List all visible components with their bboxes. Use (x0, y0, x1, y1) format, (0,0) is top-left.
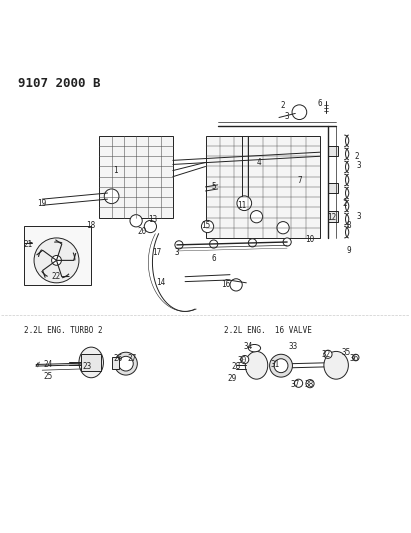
Circle shape (248, 239, 256, 247)
Text: 2: 2 (342, 199, 346, 208)
Text: 2.2L ENG.  16 VALVE: 2.2L ENG. 16 VALVE (224, 326, 312, 335)
Circle shape (201, 220, 214, 232)
Text: 29: 29 (227, 374, 237, 383)
Text: 27: 27 (127, 354, 136, 363)
Text: 21: 21 (23, 239, 32, 248)
Text: 3: 3 (356, 212, 361, 221)
Text: 26: 26 (113, 354, 122, 363)
Text: 28: 28 (231, 362, 241, 371)
Bar (206, 136, 320, 238)
Text: 5: 5 (211, 182, 216, 191)
Bar (81, 354, 102, 370)
Bar (112, 357, 119, 369)
Text: 7: 7 (297, 176, 302, 185)
Circle shape (250, 211, 263, 223)
Circle shape (292, 105, 307, 119)
Text: 24: 24 (44, 360, 53, 369)
Bar (24, 225, 91, 285)
Ellipse shape (324, 351, 349, 379)
Text: 33: 33 (289, 342, 298, 351)
Text: 13: 13 (148, 215, 157, 224)
Circle shape (237, 196, 252, 211)
Circle shape (240, 356, 249, 364)
Text: 9107 2000 B: 9107 2000 B (18, 77, 100, 90)
Bar (328, 183, 338, 193)
Bar (99, 136, 173, 217)
Ellipse shape (245, 351, 268, 379)
Text: 23: 23 (83, 362, 92, 371)
Circle shape (175, 241, 183, 249)
Circle shape (277, 222, 289, 234)
Text: 15: 15 (201, 221, 210, 230)
Ellipse shape (248, 344, 261, 352)
Text: 9: 9 (346, 246, 351, 255)
Text: 3: 3 (175, 248, 179, 257)
Text: 19: 19 (37, 199, 47, 208)
Text: 6: 6 (317, 99, 322, 108)
Circle shape (324, 350, 332, 358)
Text: 17: 17 (152, 248, 161, 257)
Text: 20: 20 (138, 227, 147, 236)
Text: 10: 10 (305, 236, 314, 245)
Text: 6: 6 (211, 254, 216, 263)
Text: 36: 36 (350, 354, 359, 363)
Text: 38: 38 (305, 381, 314, 390)
Text: 2: 2 (281, 101, 285, 110)
Text: 22: 22 (52, 272, 61, 281)
Circle shape (270, 354, 293, 377)
Text: 2: 2 (354, 152, 359, 161)
Text: 35: 35 (342, 348, 351, 357)
Circle shape (34, 238, 79, 283)
Text: 18: 18 (87, 221, 96, 230)
Text: 37: 37 (291, 381, 300, 390)
Circle shape (118, 356, 133, 371)
Text: 30: 30 (238, 356, 247, 365)
Text: 4: 4 (256, 158, 261, 167)
Text: 16: 16 (221, 280, 231, 289)
Text: 8: 8 (346, 221, 351, 230)
Circle shape (210, 240, 218, 248)
Bar (328, 146, 338, 156)
Circle shape (130, 215, 142, 227)
Circle shape (353, 354, 359, 361)
Circle shape (274, 359, 288, 373)
Circle shape (306, 379, 314, 387)
Text: 3: 3 (356, 161, 361, 170)
Text: 12: 12 (328, 213, 337, 222)
Circle shape (115, 352, 137, 375)
Text: 2.2L ENG. TURBO 2: 2.2L ENG. TURBO 2 (24, 326, 102, 335)
Circle shape (230, 279, 242, 291)
Ellipse shape (79, 347, 104, 378)
Text: 3: 3 (285, 112, 289, 121)
Bar (328, 212, 338, 222)
Text: 34: 34 (244, 342, 253, 351)
Text: 25: 25 (44, 372, 53, 381)
Circle shape (52, 255, 61, 265)
Text: 11: 11 (238, 201, 247, 210)
Circle shape (283, 238, 291, 246)
Circle shape (144, 220, 157, 232)
Circle shape (295, 379, 302, 387)
Text: 1: 1 (113, 166, 118, 175)
Text: 31: 31 (270, 360, 279, 369)
Text: 14: 14 (156, 278, 165, 287)
Text: 32: 32 (321, 350, 330, 359)
Circle shape (104, 189, 119, 204)
